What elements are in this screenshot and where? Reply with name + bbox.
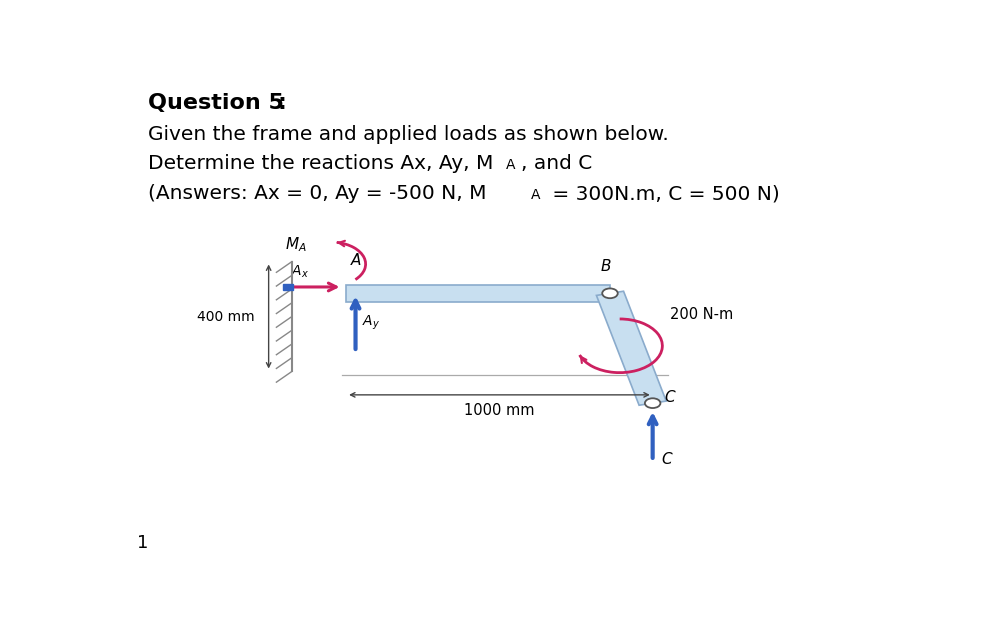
Polygon shape [597, 291, 667, 405]
Text: C: C [665, 390, 675, 404]
Text: :: : [278, 93, 287, 113]
Polygon shape [346, 285, 610, 302]
Text: (Answers: Ax = 0, Ay = -500 N, M: (Answers: Ax = 0, Ay = -500 N, M [148, 184, 486, 204]
Text: $M_A$: $M_A$ [285, 235, 306, 254]
Text: 1: 1 [137, 534, 148, 552]
Text: A: A [350, 252, 360, 268]
Text: B: B [601, 259, 612, 274]
Circle shape [645, 398, 661, 408]
Bar [283, 284, 292, 290]
Text: Determine the reactions Ax, Ay, M: Determine the reactions Ax, Ay, M [148, 154, 493, 173]
Text: 1000 mm: 1000 mm [464, 403, 535, 418]
Text: C: C [662, 452, 672, 467]
Text: $A_y$: $A_y$ [362, 313, 380, 332]
Text: A: A [506, 158, 516, 172]
Circle shape [603, 288, 618, 298]
Text: $A_x$: $A_x$ [290, 263, 308, 280]
Text: Question 5: Question 5 [148, 93, 284, 113]
Text: 200 N-m: 200 N-m [670, 307, 733, 321]
Text: Given the frame and applied loads as shown below.: Given the frame and applied loads as sho… [148, 125, 669, 144]
Text: A: A [532, 188, 541, 202]
Text: = 300N.m, C = 500 N): = 300N.m, C = 500 N) [547, 184, 780, 204]
Text: , and C: , and C [521, 154, 592, 173]
Text: 400 mm: 400 mm [197, 309, 255, 323]
